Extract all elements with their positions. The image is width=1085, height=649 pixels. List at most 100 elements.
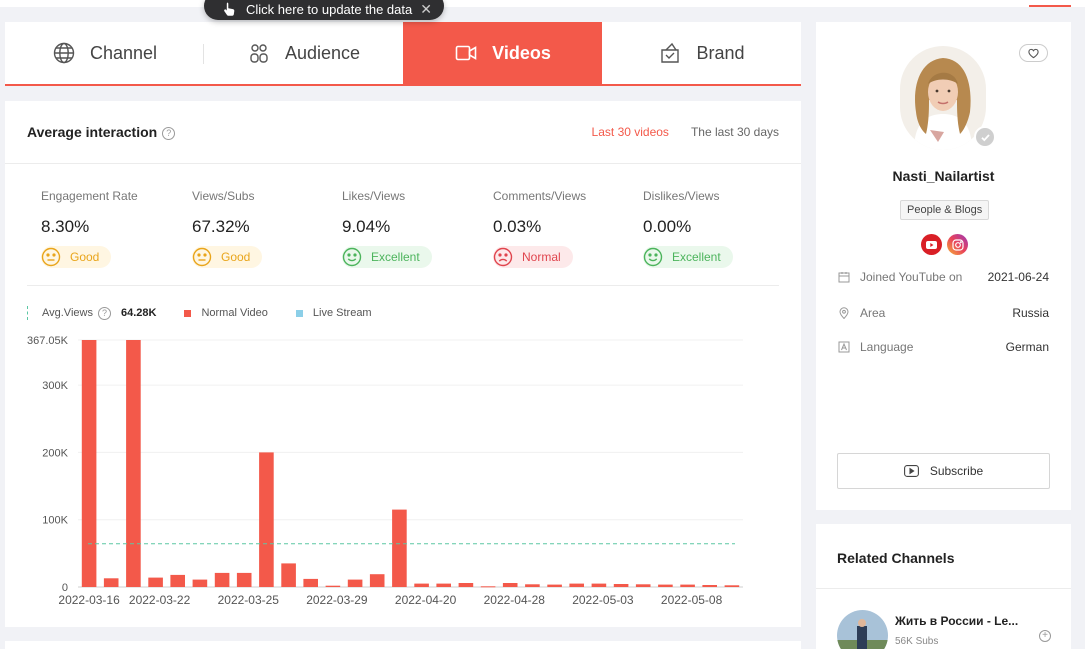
metric-value: 8.30% bbox=[41, 217, 90, 236]
bar-normal-video[interactable] bbox=[724, 585, 740, 587]
bar-normal-video[interactable] bbox=[325, 585, 341, 587]
avg-views-help-icon[interactable]: ? bbox=[97, 306, 111, 320]
youtube-icon[interactable] bbox=[921, 234, 942, 255]
bar-normal-video[interactable] bbox=[613, 584, 629, 587]
rating-badge: Normal bbox=[493, 246, 573, 268]
x-tick-label: 2022-05-08 bbox=[661, 593, 723, 607]
bar-normal-video[interactable] bbox=[192, 579, 208, 587]
bar-normal-video[interactable] bbox=[103, 578, 119, 587]
related-channels-card: Related Channels Жить в России - Le... 5… bbox=[816, 524, 1071, 649]
bar-normal-video[interactable] bbox=[414, 583, 429, 587]
subscribe-label: Subscribe bbox=[929, 464, 984, 478]
y-tick-label: 200K bbox=[42, 447, 68, 459]
bar-normal-video[interactable] bbox=[680, 584, 695, 587]
range-filters: Last 30 videos The last 30 days bbox=[592, 125, 779, 139]
x-tick-label: 2022-03-25 bbox=[218, 593, 280, 607]
bar-normal-video[interactable] bbox=[591, 583, 607, 587]
help-icon[interactable]: ? bbox=[162, 127, 176, 140]
avg-views-label: Avg.Views bbox=[42, 307, 93, 319]
instagram-icon[interactable] bbox=[947, 234, 968, 255]
tab-brand-label: Brand bbox=[696, 42, 745, 63]
bar-normal-video[interactable] bbox=[635, 584, 651, 587]
metric-label: Likes/Views bbox=[342, 189, 406, 203]
bar-normal-video[interactable] bbox=[525, 584, 540, 587]
tab-audience[interactable]: Audience bbox=[204, 22, 403, 84]
rating-text: Excellent bbox=[672, 250, 721, 264]
tab-channel-label: Channel bbox=[89, 42, 158, 63]
bar-normal-video[interactable] bbox=[259, 452, 274, 587]
related-channel-subs: 56K Subs bbox=[895, 636, 939, 647]
rating-badge: Excellent bbox=[342, 246, 432, 268]
bar-normal-video[interactable] bbox=[81, 340, 97, 587]
metric-label: Comments/Views bbox=[493, 189, 587, 203]
bar-normal-video[interactable] bbox=[569, 583, 584, 587]
bar-normal-video[interactable] bbox=[502, 583, 518, 587]
bar-normal-video[interactable] bbox=[458, 583, 474, 587]
info-joined: Joined YouTube on 2021-06-24 bbox=[838, 270, 1049, 284]
card-title: Average interaction? bbox=[27, 124, 176, 140]
bar-normal-video[interactable] bbox=[480, 586, 496, 588]
language-icon bbox=[838, 341, 850, 353]
bar-normal-video[interactable] bbox=[303, 578, 318, 587]
y-tick-label: 367.05K bbox=[27, 335, 69, 347]
y-tick-label: 0 bbox=[62, 582, 68, 594]
update-data-tooltip[interactable]: Click here to update the data ✕ bbox=[204, 0, 444, 20]
bar-normal-video[interactable] bbox=[214, 572, 230, 587]
smile-face-icon bbox=[643, 247, 663, 267]
bar-normal-video[interactable] bbox=[126, 340, 141, 587]
bar-normal-video[interactable] bbox=[702, 585, 717, 587]
heart-icon bbox=[1028, 48, 1039, 58]
avg-views-value: 64.28K bbox=[120, 307, 157, 319]
channel-avatar[interactable] bbox=[900, 46, 996, 150]
info-value: German bbox=[1005, 340, 1049, 354]
info-label: Language bbox=[860, 340, 914, 354]
related-avatar-photo bbox=[837, 610, 888, 649]
close-icon[interactable]: ✕ bbox=[420, 0, 432, 17]
info-area: Area Russia bbox=[838, 306, 1049, 320]
rating-text: Normal bbox=[522, 250, 561, 264]
top-bar bbox=[0, 0, 1085, 7]
verified-check-icon bbox=[974, 126, 996, 148]
bar-normal-video[interactable] bbox=[436, 583, 451, 587]
related-channel-item[interactable]: Жить в России - Le... 56K Subs + bbox=[837, 610, 1051, 649]
filter-last-30-days[interactable]: The last 30 days bbox=[690, 125, 779, 139]
bar-normal-video[interactable] bbox=[547, 584, 562, 587]
calendar-icon bbox=[838, 272, 850, 283]
tab-videos[interactable]: Videos bbox=[403, 22, 602, 84]
tab-channel[interactable]: Channel bbox=[5, 22, 204, 84]
bar-normal-video[interactable] bbox=[281, 563, 296, 587]
bar-normal-video[interactable] bbox=[148, 577, 163, 587]
bar-normal-video[interactable] bbox=[369, 574, 385, 587]
play-icon bbox=[903, 465, 919, 477]
smile-face-icon bbox=[342, 247, 362, 267]
bar-normal-video[interactable] bbox=[347, 579, 363, 587]
x-tick-label: 2022-05-03 bbox=[572, 593, 634, 607]
audience-icon bbox=[250, 44, 268, 63]
normal-video-swatch bbox=[184, 309, 192, 317]
legend-normal-video[interactable]: Normal Video bbox=[201, 307, 268, 319]
social-links bbox=[921, 234, 968, 255]
bar-normal-video[interactable] bbox=[658, 584, 673, 587]
rating-text: Excellent bbox=[371, 250, 420, 264]
rating-text: Good bbox=[221, 250, 251, 264]
subscribe-button[interactable]: Subscribe bbox=[837, 453, 1050, 489]
bar-normal-video[interactable] bbox=[170, 574, 185, 587]
chart-legend: Avg.Views? 64.28K Normal Video Live Stre… bbox=[27, 305, 372, 321]
bar-normal-video[interactable] bbox=[236, 572, 252, 587]
metrics-row: Engagement Rate 8.30% Good Views/Subs 67… bbox=[5, 165, 801, 287]
bar-normal-video[interactable] bbox=[392, 509, 407, 587]
filter-last-30-videos[interactable]: Last 30 videos bbox=[591, 125, 669, 139]
add-channel-icon[interactable]: + bbox=[1039, 630, 1051, 642]
hand-pointer-icon bbox=[224, 2, 235, 16]
related-title: Related Channels bbox=[837, 550, 955, 566]
x-tick-label: 2022-03-16 bbox=[58, 593, 120, 607]
sad-face-icon bbox=[493, 247, 513, 267]
top-bar-accent bbox=[1029, 5, 1071, 7]
live-stream-swatch bbox=[295, 309, 303, 317]
favorite-button[interactable] bbox=[1019, 44, 1048, 62]
legend-live-stream[interactable]: Live Stream bbox=[312, 307, 372, 319]
rating-badge: Good bbox=[41, 246, 112, 268]
x-tick-label: 2022-04-20 bbox=[395, 593, 457, 607]
tab-brand[interactable]: Brand bbox=[602, 22, 801, 84]
